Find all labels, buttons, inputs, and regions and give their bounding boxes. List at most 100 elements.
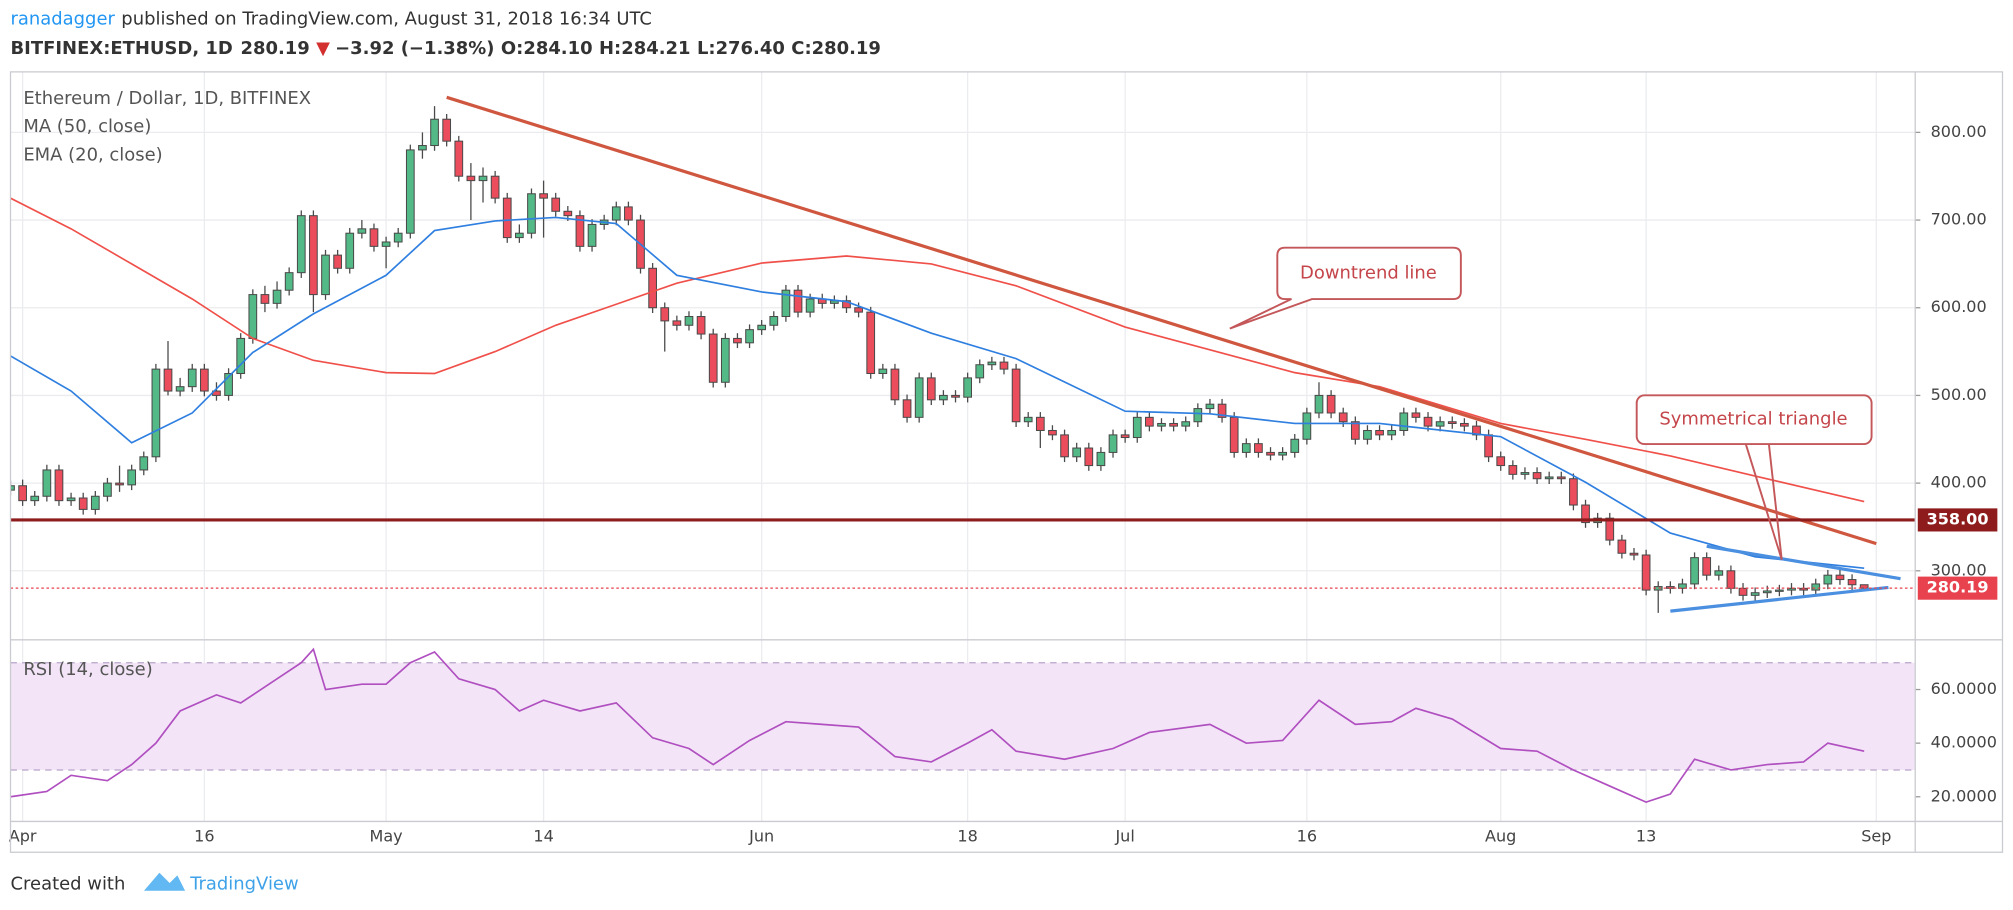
candle-body: [175, 386, 185, 392]
candle-body: [309, 215, 318, 296]
candle-body: [720, 337, 730, 383]
callout: Symmetrical triangle: [1635, 394, 1873, 560]
candle-body: [745, 329, 754, 344]
price-label-box: [1917, 576, 1998, 600]
candle-body: [151, 368, 161, 458]
callout-text: Downtrend line: [1300, 262, 1437, 283]
candle-body: [1241, 443, 1251, 453]
candle-body: [805, 298, 815, 313]
candle-body: [1072, 447, 1082, 458]
legend-entry: MA (50, close): [23, 116, 151, 137]
candle-body: [103, 482, 112, 497]
author[interactable]: ranadagger: [11, 8, 116, 29]
arrow: ▼: [316, 38, 330, 59]
candle-body: [696, 315, 706, 335]
x-tick-label: Sep: [1861, 826, 1891, 845]
candle-body: [902, 399, 912, 418]
candle-body: [236, 337, 246, 375]
candle-body: [1762, 590, 1772, 594]
candle-body: [551, 197, 561, 212]
candle-body: [1532, 472, 1542, 480]
price-pane: [10, 71, 1916, 640]
callout-pointer: [1744, 443, 1783, 560]
candle-body: [1217, 403, 1227, 418]
candle-body: [1266, 451, 1275, 456]
candle-body: [963, 377, 972, 398]
trendline: [446, 95, 1877, 546]
candle-body: [1787, 587, 1796, 591]
candle-body: [926, 377, 936, 401]
candle-body: [684, 315, 694, 326]
logo: [143, 872, 186, 891]
candle-body: [54, 469, 64, 502]
candle-body: [260, 294, 270, 304]
candle-body: [1084, 447, 1094, 467]
series-line: [10, 197, 1865, 503]
candle-body: [321, 254, 330, 296]
candle-body: [1399, 412, 1409, 432]
candle-body: [1338, 412, 1348, 423]
candle-body: [1690, 557, 1699, 585]
candle-body: [369, 228, 379, 247]
candle-body: [672, 320, 682, 326]
footer-brand[interactable]: TradingView: [189, 873, 298, 894]
candle-body: [381, 241, 391, 247]
candle-body: [1363, 429, 1372, 440]
plot: Apr 16 May 14 Jun 18 Jul 16 Aug 13 Sep 300.00 400.00…: [9, 71, 1998, 845]
price-label: 358.00: [1927, 509, 1989, 528]
candle-body: [490, 175, 500, 199]
candle-body: [418, 145, 427, 151]
candle-body: [1641, 554, 1651, 591]
candle-body: [139, 456, 149, 471]
candle-body: [866, 311, 876, 375]
candle-body: [575, 215, 585, 247]
callout-text: Symmetrical triangle: [1659, 409, 1847, 430]
candle-body: [878, 368, 888, 375]
candle-body: [1435, 421, 1445, 427]
candle-body: [1617, 539, 1627, 554]
y-tick-label: 60.0000: [1931, 679, 1997, 698]
candle-body: [1181, 421, 1191, 427]
candle-body: [1169, 422, 1178, 427]
candle-body: [10, 485, 15, 491]
candle-body: [42, 469, 52, 497]
callout-box: [1229, 246, 1462, 330]
candle-body: [1472, 425, 1481, 436]
candle-body: [1581, 504, 1590, 524]
ohlc-value: 280.19: [812, 38, 881, 59]
candle-body: [1556, 476, 1566, 480]
callout-box: [1635, 394, 1873, 446]
candle-body: [1290, 438, 1300, 453]
candle-body: [1132, 416, 1142, 439]
x-tick-label: 16: [194, 826, 214, 845]
ohlc-label: L:: [697, 38, 716, 59]
x-tick-label: May: [370, 826, 404, 845]
ohlc-label: H:: [599, 38, 621, 59]
ohlc-value: 276.40: [716, 38, 785, 59]
x-tick-label: 18: [957, 826, 977, 845]
candle-body: [1060, 434, 1069, 458]
x-tick-label: Jun: [748, 826, 774, 845]
rsi-band: [10, 662, 1916, 770]
candle-body: [1460, 422, 1469, 427]
trendline: [1670, 585, 1889, 613]
candle-body: [333, 254, 342, 269]
candle-body: [248, 294, 258, 339]
candle-body: [284, 272, 294, 291]
candle-body: [769, 315, 779, 326]
candle-body: [1484, 434, 1493, 458]
ohlc-label: C:: [791, 38, 811, 59]
candle-body: [611, 206, 621, 221]
candle-body: [187, 368, 197, 388]
candle-body: [999, 361, 1009, 370]
candle-body: [1096, 451, 1106, 467]
candle-body: [272, 289, 282, 304]
ohlc-value: 284.10: [523, 38, 592, 59]
candle-body: [1157, 422, 1166, 427]
candle-body: [624, 206, 633, 221]
y-tick-label: 40.0000: [1931, 733, 1997, 752]
candle-body: [1726, 570, 1736, 589]
candle-body: [199, 368, 209, 392]
candle-body: [502, 197, 512, 239]
